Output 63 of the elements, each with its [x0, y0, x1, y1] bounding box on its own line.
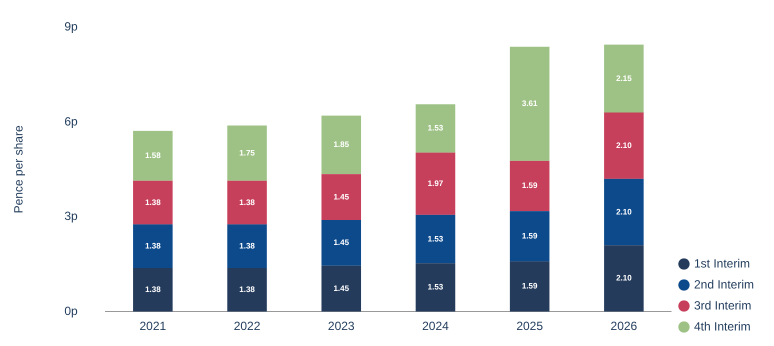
bar [604, 112, 644, 179]
text: 1.38 [145, 198, 161, 207]
x-tick-label: 2025 [516, 319, 544, 334]
text: 3.61 [522, 99, 538, 108]
bar [321, 220, 362, 266]
bar [416, 104, 456, 153]
bar [604, 178, 644, 246]
bar [227, 224, 267, 268]
text: 1.38 [239, 285, 255, 294]
bar [510, 261, 550, 312]
text: 2.10 [616, 140, 632, 150]
text: 1.38 [239, 198, 255, 207]
text: 1.38 [145, 241, 161, 250]
text: 2.10 [616, 207, 632, 216]
bar [227, 125, 267, 181]
bar [133, 180, 173, 224]
bar [133, 130, 173, 181]
bar [416, 214, 456, 264]
bar [416, 152, 456, 215]
text: 1.58 [145, 151, 161, 160]
bar [510, 211, 550, 262]
bar [510, 46, 550, 161]
bar [321, 174, 362, 220]
bar [604, 245, 644, 312]
text: 1.59 [522, 231, 538, 240]
y-tick-label: 9p [64, 20, 78, 34]
bar [133, 224, 173, 268]
legend-label: 1st Interim [694, 256, 750, 270]
x-tick-label: 2026 [610, 319, 638, 334]
text: 1.53 [428, 124, 444, 133]
text: 1.75 [239, 148, 255, 158]
bar [133, 268, 173, 312]
x-tick-label: 2021 [140, 319, 167, 334]
text: 1.38 [145, 285, 161, 294]
x-tick-label: 2024 [422, 319, 450, 334]
bar [321, 116, 362, 174]
text: 1.45 [333, 238, 350, 248]
bar [227, 180, 267, 224]
bar [510, 160, 550, 212]
x-tick-label: 2022 [234, 319, 261, 334]
bar [604, 44, 644, 113]
y-tick-label: 3p [64, 209, 78, 224]
bar [227, 268, 267, 312]
legend-label: 2nd Interim [694, 277, 754, 292]
text: 1.85 [333, 140, 350, 150]
y-axis-title: Pence per share [12, 125, 26, 214]
text: 1.53 [428, 282, 444, 292]
text: 1.97 [428, 178, 444, 188]
text: 1.38 [239, 241, 255, 250]
bar [321, 266, 362, 312]
legend-label: 3rd Interim [694, 298, 752, 312]
legend-label: 4th Interim [694, 319, 751, 334]
text: 1.59 [522, 282, 538, 291]
text: 1.45 [333, 192, 350, 202]
text: 2.15 [616, 74, 632, 83]
bar [416, 263, 456, 312]
text: 1.59 [522, 181, 538, 190]
x-tick-label: 2023 [328, 319, 355, 334]
y-tick-label: 0p [64, 304, 78, 318]
text: 1.45 [333, 284, 350, 293]
y-tick-label: 6p [64, 114, 78, 128]
text: 1.53 [428, 234, 444, 244]
text: 2.10 [616, 274, 632, 283]
